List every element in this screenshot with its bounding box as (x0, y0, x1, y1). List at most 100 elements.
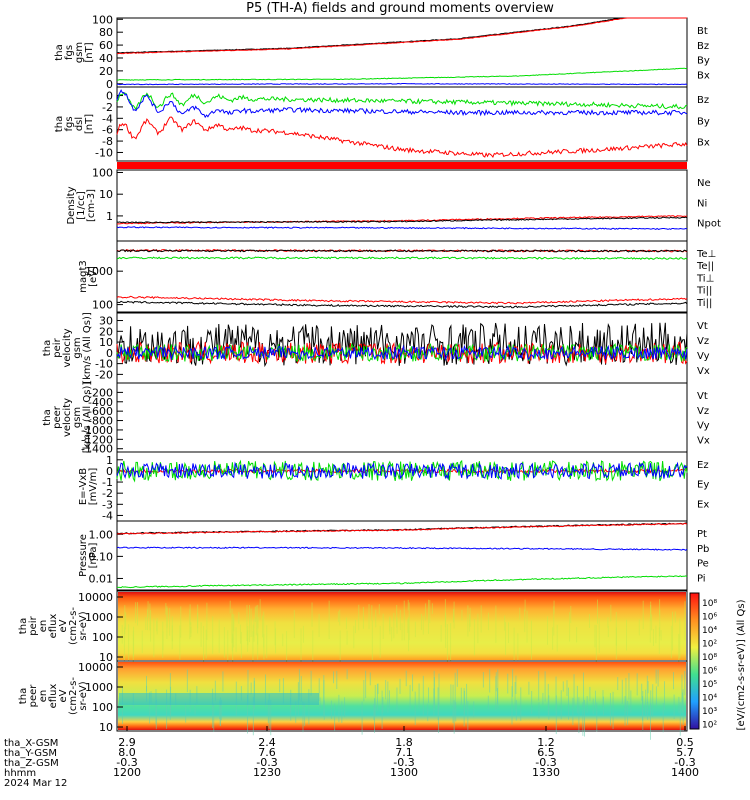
panel-frame (116, 17, 688, 88)
x-tick-label: 1230 (253, 766, 281, 779)
x-tick-label: -0.3 (393, 756, 414, 769)
colorbar-tick-label: 10² (702, 640, 717, 650)
y-tick-label: -400 (88, 396, 113, 409)
series-Vx-line (116, 344, 688, 362)
y-tick-label: 80 (99, 26, 113, 39)
x-tick-label: -0.3 (535, 756, 556, 769)
series-Bx-line (116, 82, 688, 86)
y-axis-label: tha (42, 409, 53, 425)
colorbar: 10⁸ 10⁶ 10⁴ 10² 10⁸ 10⁶ 10⁵ 10⁴ 10³ 10² [eV/(cm2-s… (689, 592, 747, 731)
panel-temperature: magt3 [eV]1000 100 Te⊥Te||Ti⊥ Ti||Ti|| (78, 240, 716, 313)
y-tick-label: 10 (99, 721, 113, 734)
y-axis-label: eV (58, 689, 69, 702)
x-tick-label: -0.3 (116, 756, 137, 769)
y-axis-label: [km/s (All Qs)] (82, 312, 93, 384)
y-tick-label: -10 (95, 146, 113, 159)
y-tick-label: 1 (106, 454, 113, 467)
y-tick-label: 1 (106, 210, 113, 223)
y-tick-label: 1000 (85, 611, 113, 624)
y-axis-label: velocity (62, 398, 73, 437)
panel-peer_velocity: tha peer velocity gsm [km/s (All Qs)]-200-40… (42, 382, 710, 456)
y-tick-label: 1.00 (89, 528, 114, 541)
y-axis-label: en (38, 620, 49, 633)
y-tick-label: 100 (92, 631, 113, 644)
panel-frame (116, 169, 688, 242)
x-tick-label: 1400 (671, 766, 699, 779)
y-tick-label: -2 (102, 101, 113, 114)
panel-pressure: Pressure [nPa]1.00 0.10 0.01 Pt Pb Pe Pi (78, 520, 709, 591)
y-axis-label: gsm (72, 407, 83, 428)
y-axis-label: [eV] (88, 266, 99, 287)
y-axis-label: magt3 (78, 260, 89, 293)
legend-label: Ti|| (696, 298, 712, 309)
legend-label: Te|| (696, 261, 714, 272)
legend-label: By (697, 56, 710, 67)
series-Ni-line (116, 216, 688, 224)
panel-peir_spec: tha peir en eflux eV (cm2-s-sr-eV) 10000 1000 10… (18, 590, 688, 668)
y-tick-label: -800 (88, 415, 113, 428)
legend-label: Bx (697, 70, 710, 81)
y-axis-label: Density (66, 186, 77, 224)
y-axis-label: eflux (48, 614, 59, 639)
y-tick-label: -1200 (81, 433, 113, 446)
x-axis-labels: tha_X-GSM 2.9 2.4 1.8 1.2 0.5 tha_Y-GSM 8.0 7.6 7… (4, 726, 699, 789)
colorbar-gradient (689, 592, 700, 730)
spectrogram-band (119, 693, 319, 705)
y-tick-label: -10 (95, 358, 113, 371)
y-axis-label: sr-eV) (78, 681, 89, 710)
y-axis-label: peir (52, 337, 63, 357)
legend-label: Vz (697, 406, 709, 417)
y-axis-label: gsm (72, 337, 83, 358)
series-Bt-line (116, 17, 687, 54)
y-axis-label: tha (54, 44, 65, 60)
y-axis-label: eV (58, 619, 69, 632)
series-Pe-line (116, 546, 688, 551)
colorbar-tick-label: 10⁶ (702, 667, 717, 677)
y-axis-label: eflux (48, 684, 59, 709)
y-axis-label: E=-VxB (78, 468, 89, 505)
y-axis-label: (cm2-s- (68, 677, 79, 715)
y-axis-label: fgs (64, 116, 75, 131)
x-tick-label: 5.7 (676, 746, 694, 759)
legend-label: Vx (697, 435, 710, 446)
colorbar-tick-label: 10² (702, 721, 717, 731)
x-tick-label: 1200 (113, 766, 141, 779)
legend-label: Bz (697, 95, 709, 106)
colorbar-tick-label: 10³ (702, 707, 717, 717)
legend-label: Pe (697, 559, 709, 570)
legend-label: Ti|| (696, 286, 712, 297)
x-tick-label: -0.3 (256, 756, 277, 769)
legend-label: Pb (697, 544, 709, 555)
legend-label: Pt (697, 529, 707, 540)
x-tick-label: 1.2 (537, 736, 555, 749)
legend-label: Vy (697, 351, 710, 362)
series-By-line (116, 92, 688, 111)
panel-peir_velocity: tha peir velocity gsm [km/s (All Qs)] 3020100… (42, 312, 710, 384)
y-axis-label: Pressure (78, 534, 89, 577)
x-tick-label: 7.6 (258, 746, 276, 759)
y-tick-label: -4 (102, 509, 113, 522)
series-Ti||-line (117, 300, 688, 309)
y-axis-label: sr-eV) (78, 611, 89, 640)
y-axis-label: tha (18, 618, 29, 634)
x-axis-row-label: tha_Z-GSM (4, 758, 59, 769)
y-tick-label: 10000 (78, 661, 113, 674)
y-tick-label: 60 (99, 39, 113, 52)
y-axis-label: [km/s (All Qs)] (82, 382, 93, 454)
colorbar-tick-label: 10⁵ (702, 680, 717, 690)
series-By-line (116, 67, 688, 81)
series-Pb-line (116, 522, 688, 535)
y-axis-label: [nT] (84, 42, 95, 62)
y-tick-label: 100 (92, 701, 113, 714)
series-Ti||-line (116, 256, 688, 260)
x-tick-label: 0.5 (676, 736, 694, 749)
y-axis-label: dsl (74, 117, 85, 131)
y-tick-label: 10 (99, 651, 113, 664)
y-tick-label: 0.10 (89, 550, 114, 563)
y-tick-label: 0 (106, 347, 113, 360)
x-tick-label: 7.1 (395, 746, 413, 759)
legend-label: Bz (697, 41, 709, 52)
panel-frame (116, 240, 688, 313)
y-tick-label: 30 (99, 315, 113, 328)
